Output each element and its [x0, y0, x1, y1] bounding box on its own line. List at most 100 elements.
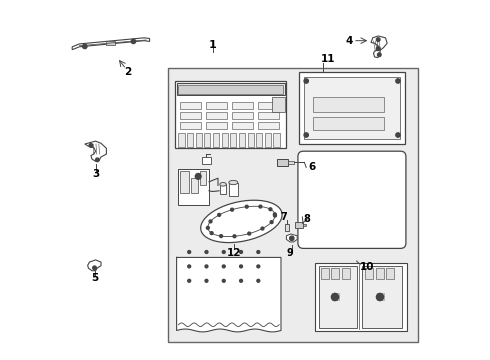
Circle shape	[304, 133, 308, 137]
Circle shape	[188, 251, 191, 253]
Bar	[258, 112, 279, 119]
Bar	[232, 112, 253, 119]
Bar	[220, 184, 226, 194]
Ellipse shape	[229, 180, 238, 185]
Text: 11: 11	[320, 54, 335, 64]
Circle shape	[210, 232, 213, 235]
Circle shape	[331, 293, 339, 301]
Bar	[180, 112, 201, 119]
Circle shape	[96, 158, 99, 162]
Bar	[342, 268, 350, 279]
Bar	[206, 122, 227, 129]
Circle shape	[248, 232, 251, 235]
Bar	[362, 266, 402, 328]
Circle shape	[269, 208, 272, 211]
Circle shape	[257, 265, 260, 268]
Text: 5: 5	[91, 273, 98, 283]
Bar	[180, 102, 201, 109]
Bar	[365, 268, 373, 279]
Polygon shape	[286, 234, 297, 242]
Circle shape	[377, 53, 381, 57]
Bar	[285, 224, 289, 231]
Bar	[376, 268, 384, 279]
Circle shape	[188, 265, 191, 268]
Circle shape	[240, 265, 243, 268]
Bar	[178, 85, 283, 94]
Circle shape	[222, 279, 225, 282]
Bar	[258, 122, 279, 129]
Polygon shape	[371, 36, 387, 58]
Bar	[168, 68, 418, 342]
Bar	[387, 268, 394, 279]
Polygon shape	[85, 141, 106, 161]
FancyBboxPatch shape	[298, 151, 406, 248]
Bar	[377, 293, 384, 300]
Bar	[277, 159, 288, 166]
Circle shape	[233, 235, 236, 238]
Circle shape	[205, 251, 208, 253]
Bar	[272, 97, 285, 112]
Circle shape	[396, 79, 400, 83]
Circle shape	[188, 279, 191, 282]
Bar	[288, 161, 294, 164]
Bar	[232, 122, 253, 129]
Circle shape	[396, 133, 400, 137]
Circle shape	[218, 213, 220, 216]
Circle shape	[304, 79, 308, 83]
Bar	[332, 293, 339, 300]
Circle shape	[240, 251, 243, 253]
Bar	[314, 97, 384, 112]
Bar	[304, 77, 400, 139]
Bar	[232, 102, 253, 109]
Bar	[187, 133, 193, 147]
Circle shape	[376, 38, 380, 41]
Circle shape	[259, 205, 262, 208]
Bar	[206, 102, 227, 109]
Bar	[239, 133, 245, 147]
Polygon shape	[72, 38, 149, 50]
Bar	[247, 133, 254, 147]
Circle shape	[245, 205, 248, 208]
Bar	[273, 133, 280, 147]
Polygon shape	[176, 257, 281, 332]
Bar	[256, 133, 262, 147]
Circle shape	[273, 214, 276, 217]
Circle shape	[89, 144, 93, 147]
Circle shape	[290, 236, 294, 240]
Bar	[206, 112, 227, 119]
Text: 12: 12	[227, 248, 242, 258]
Text: 7: 7	[280, 212, 287, 222]
Bar	[229, 183, 238, 196]
Circle shape	[206, 226, 209, 229]
Circle shape	[240, 279, 243, 282]
Bar	[303, 224, 306, 226]
Bar	[200, 171, 206, 185]
Bar	[106, 41, 116, 45]
Bar	[221, 133, 228, 147]
Circle shape	[222, 265, 225, 268]
Circle shape	[209, 220, 212, 223]
Bar	[213, 133, 219, 147]
Circle shape	[83, 44, 87, 49]
Circle shape	[270, 221, 273, 224]
Text: 9: 9	[287, 248, 294, 258]
Circle shape	[196, 174, 201, 179]
Bar	[178, 133, 185, 147]
Circle shape	[261, 227, 264, 230]
Text: 4: 4	[346, 36, 353, 46]
Text: 6: 6	[308, 162, 315, 172]
Text: 2: 2	[124, 67, 132, 77]
Circle shape	[222, 251, 225, 253]
Bar	[331, 268, 339, 279]
Bar	[191, 178, 198, 193]
Circle shape	[205, 279, 208, 282]
Bar	[319, 266, 357, 328]
Circle shape	[231, 208, 234, 211]
Text: 8: 8	[304, 213, 311, 224]
Circle shape	[257, 279, 260, 282]
Circle shape	[93, 266, 97, 270]
Bar	[180, 171, 189, 193]
Bar	[294, 222, 303, 228]
Circle shape	[205, 265, 208, 268]
Text: 1: 1	[209, 40, 217, 50]
